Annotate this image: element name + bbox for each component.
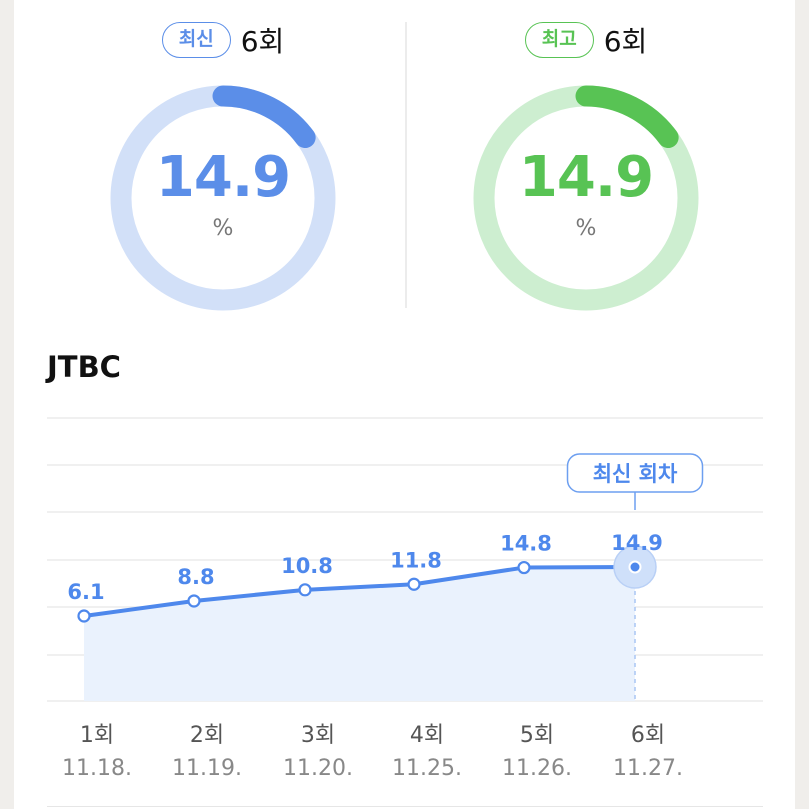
latest-badge: 최신 (161, 22, 231, 58)
value-label-6: 14.9 (611, 531, 663, 555)
highest-rating-unit: % (575, 216, 597, 241)
value-label-4: 11.8 (390, 548, 442, 572)
x-tick-episode-1: 1회 (80, 723, 114, 748)
x-tick-date-4: 11.25. (392, 756, 462, 781)
highest-rating-ring (473, 85, 699, 311)
channel-title: JTBC (47, 350, 121, 384)
latest-episode-callout-label: 최신 회차 (593, 462, 678, 486)
data-point-5 (517, 560, 531, 575)
x-tick-date-1: 11.18. (62, 756, 132, 781)
bottom-divider (47, 806, 763, 807)
ratings-card: 최신 6회 14.9 % 최고 6회 14.9 % JTBC 6.1 1회 11.1… (14, 0, 795, 809)
value-label-2: 8.8 (177, 565, 214, 589)
series-area (84, 567, 635, 701)
x-tick-episode-2: 2회 (190, 723, 224, 748)
data-point-4 (407, 577, 421, 591)
x-tick-date-5: 11.26. (502, 756, 572, 781)
stats-divider (405, 22, 407, 308)
x-tick-episode-5: 5회 (520, 723, 554, 748)
x-tick-episode-3: 3회 (301, 723, 335, 748)
data-point-6 (628, 560, 642, 574)
value-label-1: 6.1 (67, 580, 104, 604)
x-tick-episode-6: 6회 (631, 723, 665, 748)
latest-rating-ring (110, 85, 336, 311)
series-line (82, 565, 637, 618)
data-point-1 (77, 609, 91, 623)
x-tick-date-6: 11.27. (613, 756, 683, 781)
highest-episode-count: 6회 (603, 25, 648, 58)
highest-rating-value: 14.9 (518, 145, 654, 210)
value-label-5: 14.8 (500, 532, 552, 556)
latest-rating-unit: % (212, 216, 234, 241)
x-tick-date-3: 11.20. (283, 756, 353, 781)
x-tick-episode-4: 4회 (410, 723, 444, 748)
ratings-line-chart: 6.1 1회 11.18. 8.8 2회 11.19. 10.8 3회 11.20. 11.8 4회… (47, 417, 763, 781)
data-point-2 (187, 594, 201, 608)
latest-rating-value: 14.9 (155, 145, 291, 210)
latest-ring-arc (212, 85, 316, 149)
latest-episode-count: 6회 (240, 25, 285, 58)
data-point-3 (298, 583, 312, 597)
highest-ring-arc (575, 85, 679, 149)
latest-episode-callout (566, 453, 704, 493)
value-label-3: 10.8 (281, 554, 333, 578)
x-tick-date-2: 11.19. (172, 756, 242, 781)
highest-badge: 최고 (524, 22, 594, 58)
